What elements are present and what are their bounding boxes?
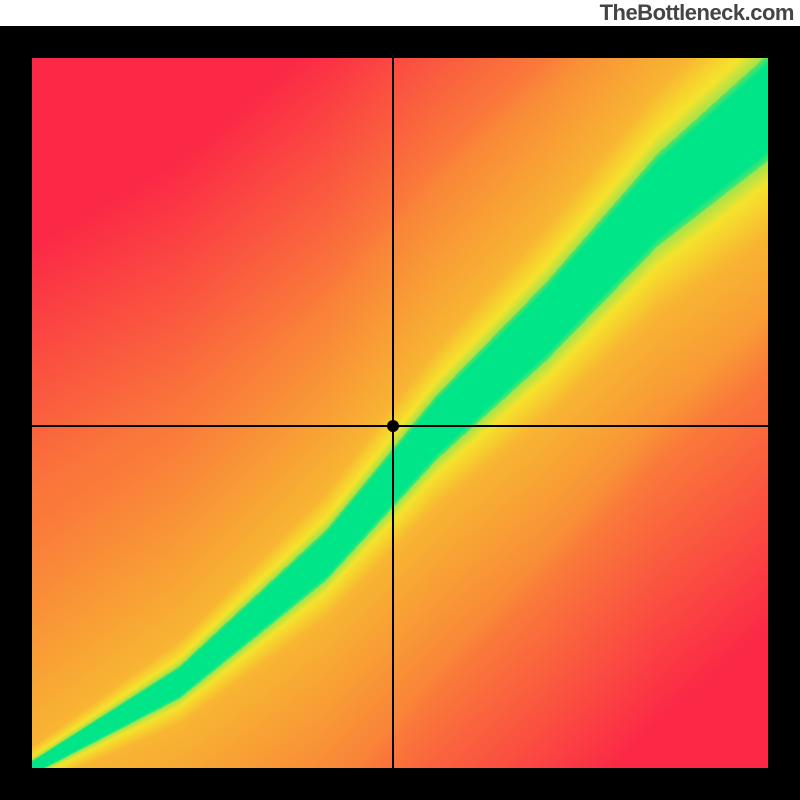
heatmap-canvas xyxy=(32,58,768,768)
chart-outer-frame xyxy=(0,26,800,800)
chart-container: TheBottleneck.com xyxy=(0,0,800,800)
crosshair-vertical xyxy=(392,58,394,768)
marker-dot xyxy=(387,420,399,432)
plot-area xyxy=(32,58,768,768)
watermark-text: TheBottleneck.com xyxy=(600,0,794,26)
crosshair-horizontal xyxy=(32,425,768,427)
